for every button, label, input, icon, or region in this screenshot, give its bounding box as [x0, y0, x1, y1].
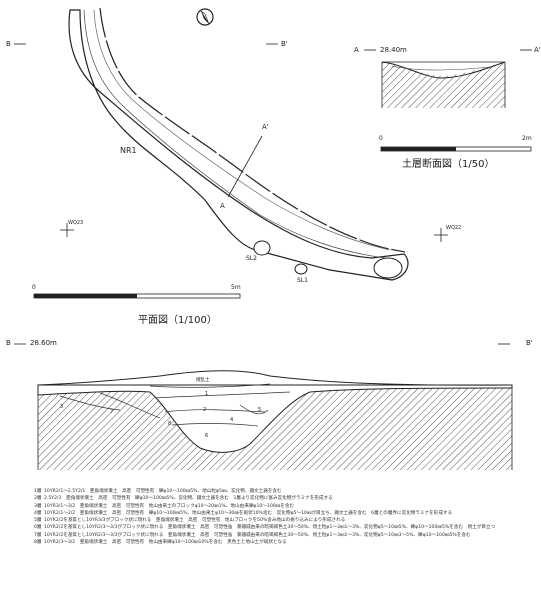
section-caption: 土層断面図（1/50） — [402, 159, 495, 170]
layer-number: 8層 — [34, 540, 42, 546]
section-a-right-label: A' — [534, 46, 541, 54]
layer-number: 7層 — [34, 532, 42, 538]
layer-tag-8: 8 — [168, 421, 172, 427]
layer-text: 10YR2/2を基質とし10YR3/3がブロック状に現れる 亜角塊状壌土 高密 … — [44, 518, 346, 524]
layer-text: 10YR3/1～3/2 亜角塊状壌土 高密 可塑性有 地山由来土のブロックφ10… — [44, 503, 295, 509]
layer-text: 10YR2/2を基質とし10YR2/3～3/3がブロック状に現れる 亜角塊状壌土… — [44, 525, 496, 531]
channel-outline — [68, 7, 409, 281]
feature-label: NR1 — [120, 146, 137, 155]
layer-row: 5層 10YR2/2を基質とし10YR3/3がブロック状に現れる 亜角塊状壌土 高… — [34, 517, 539, 524]
section-scale-end: 2m — [522, 135, 532, 142]
section-b-right-label: B' — [281, 40, 288, 48]
section-scale-start: 0 — [379, 135, 383, 142]
section-a-left-label: A — [354, 46, 359, 54]
layer-tag-5: 5 — [258, 407, 262, 413]
section-b-profile-left-label: B — [6, 339, 11, 347]
sl1-label: SL1 — [297, 277, 308, 284]
layer-text: 10YR2/3～3/2 亜角塊状壌土 高密 可塑性有 地山由来礫φ10～100㎜… — [44, 540, 287, 546]
layer-text: 10YR2/2を基質とし10YR2/3～3/3がブロック状に現れる 亜角塊状壌土… — [44, 532, 471, 538]
section-b-elevation: 28.60m — [30, 339, 57, 347]
layer-tag-7: 7 — [110, 409, 114, 415]
benchmark-wq22-icon — [434, 228, 448, 242]
section-scale-bar — [380, 146, 532, 152]
plan-scale-start: 0 — [32, 284, 36, 291]
section-b-profile-right-label: B' — [526, 339, 533, 347]
layer-number: 3層 — [34, 503, 42, 509]
layer-row: 1層 10YR2/1～2.5Y2/1 亜角塊状壌土 高密 可塑性有 礫φ10～10… — [34, 488, 539, 495]
layer-text: 2.5Y2/1 亜角塊状壌土 高密 可塑性有 礫φ10～100㎜5%、炭化物、鐵… — [44, 496, 333, 502]
wq22-label: WQ22 — [446, 225, 462, 231]
layer-tag-1: 1 — [205, 391, 209, 397]
layer-text: 10YR2/1～2.5Y2/1 亜角塊状壌土 高密 可塑性有 礫φ10～100㎜… — [44, 489, 282, 494]
layer-row: 8層 10YR2/3～3/2 亜角塊状壌土 高密 可塑性有 地山由来礫φ10～10… — [34, 539, 539, 546]
layer-tag-4: 4 — [230, 417, 234, 423]
layer-row: 7層 10YR2/2を基質とし10YR2/3～3/3がブロック状に現れる 亜角塊状… — [34, 532, 539, 539]
layer-row: 3層 10YR3/1～3/2 亜角塊状壌土 高密 可塑性有 地山由来土のブロックφ… — [34, 503, 539, 510]
section-a-elevation: 28.40m — [380, 46, 407, 54]
disturbed-soil-label: 撹乱土 — [196, 378, 210, 383]
wq23-label: WQ23 — [68, 220, 84, 226]
layer-descriptions: 1層 10YR2/1～2.5Y2/1 亜角塊状壌土 高密 可塑性有 礫φ10～10… — [34, 488, 539, 546]
layer-row: 4層 10YR2/1～2/2 亜角塊状壌土 高密 可塑性有 礫φ10～100㎜5%… — [34, 510, 539, 517]
north-arrow-icon — [196, 8, 214, 26]
layer-number: 2層 — [34, 496, 42, 502]
layer-number: 4層 — [34, 510, 42, 516]
benchmark-wq23-icon — [60, 223, 74, 237]
layer-number: 6層 — [34, 525, 42, 531]
plan-scale-bar — [33, 293, 241, 299]
layer-number: 5層 — [34, 518, 42, 524]
section-b-left-label: B — [6, 40, 11, 48]
layer-row: 2層 2.5Y2/1 亜角塊状壌土 高密 可塑性有 礫φ10～100㎜5%、炭化物… — [34, 495, 539, 502]
layer-tag-6: 6 — [205, 433, 209, 439]
layer-tag-2: 2 — [203, 407, 207, 413]
sl2-label: SL2 — [246, 255, 257, 262]
plan-caption: 平面図（1/100） — [138, 315, 217, 326]
plan-scale-end: 5m — [231, 284, 241, 291]
section-b-profile — [37, 370, 513, 470]
layer-row: 6層 10YR2/2を基質とし10YR2/3～3/3がブロック状に現れる 亜角塊状… — [34, 524, 539, 531]
plan-a-label: A — [220, 202, 225, 210]
layer-text: 10YR2/1～2/2 亜角塊状壌土 高密 可塑性有 礫φ10～100㎜5%、地… — [44, 510, 453, 516]
layer-number: 1層 — [34, 489, 42, 494]
layer-tag-3: 3 — [60, 404, 64, 410]
section-a-profile — [381, 61, 506, 108]
plan-a-prime-label: A' — [262, 123, 269, 131]
